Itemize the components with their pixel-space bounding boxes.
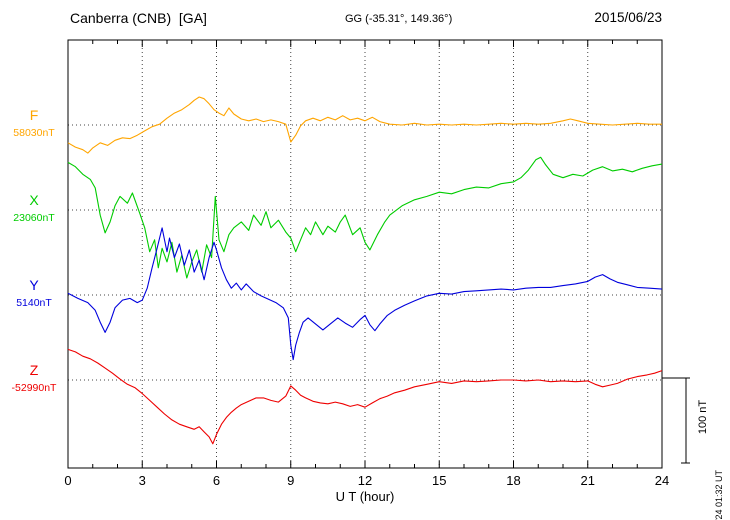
station-title: Canberra (CNB) [GA] (70, 10, 207, 26)
scale-bar-label: 100 nT (697, 399, 709, 435)
svg-text:9: 9 (287, 473, 294, 488)
svg-text:3: 3 (139, 473, 146, 488)
plot-date: 2015/06/23 (594, 10, 662, 25)
channel-f-label: F (29, 107, 39, 123)
svg-text:0: 0 (64, 473, 71, 488)
svg-text:15: 15 (432, 473, 446, 488)
channel-z-ref-value: -52990nT (11, 382, 57, 394)
channel-x-ref-value: 23060nT (13, 212, 55, 224)
svg-text:12: 12 (358, 473, 372, 488)
channel-y-ref-value: 5140nT (16, 297, 52, 309)
svg-text:21: 21 (581, 473, 595, 488)
x-axis-label: U T (hour) (335, 489, 395, 504)
channel-y-label: Y (29, 277, 39, 293)
plotted-timestamp: Plotted at 2015/07/24 01:32 UT (714, 470, 724, 520)
channel-x-label: X (29, 192, 39, 208)
geo-coordinates: GG (-35.31°, 149.36°) (345, 13, 453, 25)
svg-text:18: 18 (506, 473, 520, 488)
svg-text:6: 6 (213, 473, 220, 488)
svg-text:24: 24 (655, 473, 669, 488)
channel-z-label: Z (29, 362, 39, 378)
channel-f-ref-value: 58030nT (13, 127, 55, 139)
